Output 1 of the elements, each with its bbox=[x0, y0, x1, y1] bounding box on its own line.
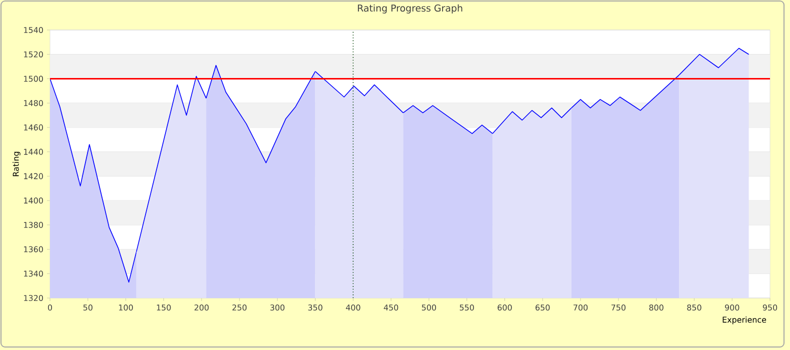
chart-title: Rating Progress Graph bbox=[358, 4, 462, 14]
